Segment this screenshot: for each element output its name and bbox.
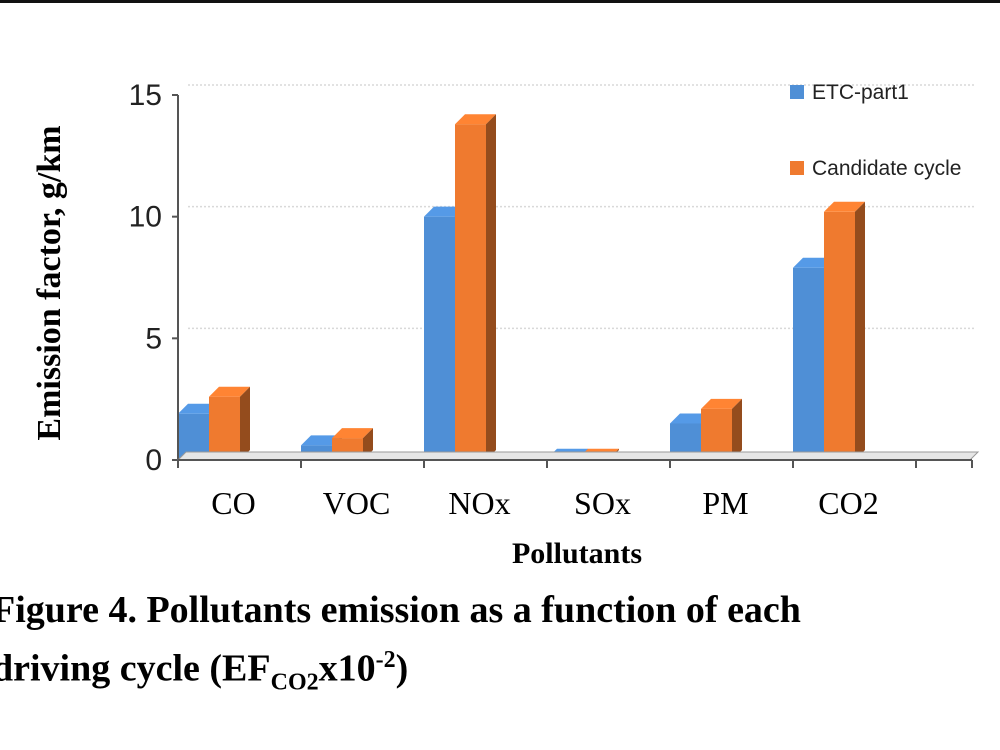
bar-side [240, 386, 250, 460]
bar-front [824, 211, 855, 460]
bar-side [855, 201, 865, 461]
x-tick-label: SOx [574, 485, 631, 521]
bar-top [424, 206, 465, 217]
bar-top [793, 257, 834, 268]
bar-front [701, 408, 732, 460]
floor [176, 451, 980, 461]
bar-front [209, 396, 240, 460]
bar-top [178, 403, 219, 414]
axes [176, 95, 980, 468]
caption-line-2: driving cycle (EFCO2x10-2) [0, 635, 1000, 707]
y-tick-label: 10 [129, 201, 162, 234]
bars [178, 114, 865, 461]
legend-label: Candidate cycle [812, 157, 961, 180]
bar-top [455, 114, 496, 125]
legend-swatch [790, 85, 804, 99]
bar-front [793, 267, 824, 460]
top-border [0, 0, 1000, 3]
bar-front [424, 216, 455, 460]
bar-co-candidate-cycle [209, 386, 250, 460]
y-axis-ticks: 0 5 10 15 [129, 79, 178, 477]
bar-side [486, 114, 496, 460]
bar-front [455, 124, 486, 460]
y-tick-label: 15 [129, 79, 162, 112]
y-tick-label: 5 [145, 322, 162, 355]
x-axis-label: Pollutants [512, 537, 642, 570]
bar-top [670, 413, 711, 424]
bar-top [301, 435, 342, 446]
caption-subscript: CO2 [270, 669, 319, 696]
x-axis-ticks: CO VOC NOx SOx PM CO2 [211, 485, 878, 521]
x-tick-label: CO2 [818, 485, 878, 521]
caption-superscript: -2 [375, 647, 396, 673]
bar-top [701, 398, 742, 409]
bar-nox-candidate-cycle [455, 114, 496, 460]
caption-line-2-prefix: driving cycle (EF [0, 647, 271, 690]
caption-line-2-suffix: ) [395, 647, 409, 690]
x-tick-label: PM [702, 485, 748, 521]
x-tick-label: CO [211, 485, 255, 521]
x-tick-label: VOC [323, 485, 391, 521]
bar-top [209, 386, 250, 397]
gridlines [188, 84, 975, 330]
legend: ETC-part1 Candidate cycle [790, 81, 961, 180]
bar-top [824, 201, 865, 212]
figure-caption: Figure 4. Pollutants emission as a funct… [0, 585, 1000, 707]
y-axis-label: Emission factor, g/km [31, 125, 68, 440]
bar-co2-candidate-cycle [824, 201, 865, 461]
bar-pm-candidate-cycle [701, 398, 742, 460]
caption-line-1: Figure 4. Pollutants emission as a funct… [0, 589, 801, 631]
x-tick-label: NOx [448, 485, 510, 521]
bar-chart: 0 5 10 15 CO VOC NOx SOx PM CO2 Emission factor,… [31, 79, 980, 570]
caption-line-2-mid: x10 [318, 647, 376, 690]
bar-top [332, 428, 373, 439]
legend-label: ETC-part1 [812, 81, 909, 104]
bar-side [732, 398, 742, 460]
legend-swatch [790, 161, 804, 175]
y-tick-label: 0 [145, 444, 162, 477]
